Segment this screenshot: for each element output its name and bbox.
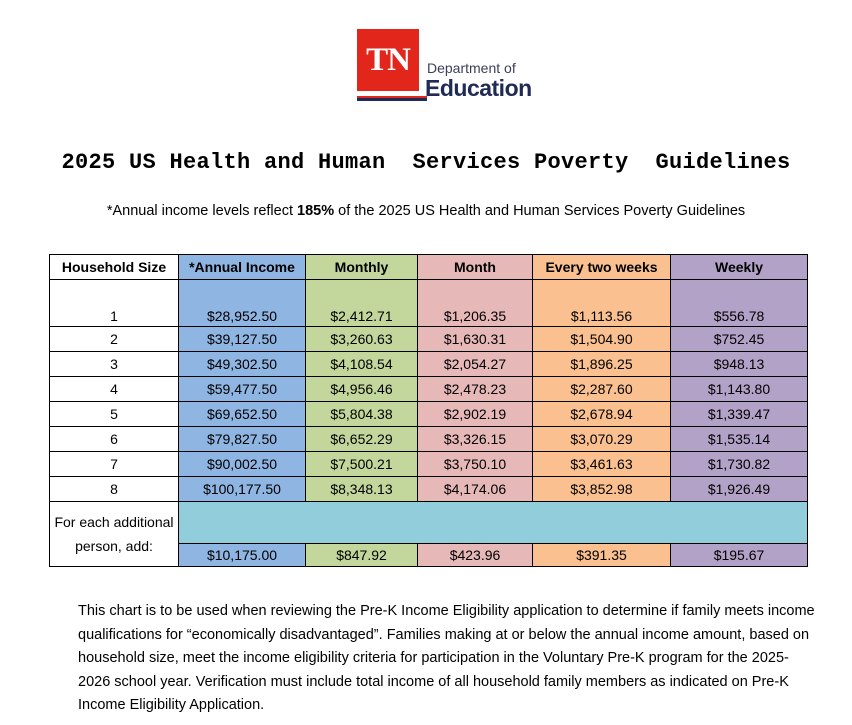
cell-weekly: $1,926.49 [670,476,808,502]
cell-household-size: 2 [49,326,179,352]
cell-weekly: $556.78 [670,279,808,327]
table-header-row: Household Size *Annual Income Monthly Mo… [49,254,808,280]
cell-month: $2,902.19 [417,401,533,427]
additional-person-values-row: $10,175.00 $847.92 $423.96 $391.35 $195.… [50,542,808,568]
cell-additional-every-two-weeks: $391.35 [532,542,671,568]
cell-weekly: $1,535.14 [670,426,808,452]
cell-every-two-weeks: $2,287.60 [532,376,671,402]
page-title: 2025 US Health and Human Services Povert… [61,150,791,175]
cell-weekly: $1,339.47 [670,401,808,427]
cell-annual-income: $59,477.50 [178,376,306,402]
subtitle-percent: 185% [297,203,335,219]
cell-every-two-weeks: $3,070.29 [532,426,671,452]
header-household-size: Household Size [49,254,179,280]
cell-every-two-weeks: $2,678.94 [532,401,671,427]
table-row: 3 $49,302.50 $4,108.54 $2,054.27 $1,896.… [49,351,808,377]
cell-household-size: 5 [49,401,179,427]
tn-logo-mark: TN [357,29,419,91]
header-monthly: Monthly [305,254,418,280]
cell-annual-income: $69,652.50 [178,401,306,427]
subtitle-prefix: *Annual income levels reflect [106,203,298,219]
cell-monthly: $2,412.71 [305,279,418,327]
cell-household-size: 7 [49,451,179,477]
cell-month: $2,054.27 [417,351,533,377]
cell-monthly: $7,500.21 [305,451,418,477]
cell-month: $3,326.15 [417,426,533,452]
table-row: 4 $59,477.50 $4,956.46 $2,478.23 $2,287.… [49,376,808,402]
cell-monthly: $3,260.63 [305,326,418,352]
cell-annual-income: $39,127.50 [178,326,306,352]
cell-household-size: 4 [49,376,179,402]
tn-education-logo: TN Department of Education [357,29,539,101]
cell-monthly: $4,956.46 [305,376,418,402]
subtitle-suffix: of the 2025 US Health and Human Services… [334,203,746,219]
cell-every-two-weeks: $3,852.98 [532,476,671,502]
cell-month: $1,206.35 [417,279,533,327]
cell-every-two-weeks: $3,461.63 [532,451,671,477]
cell-additional-month: $423.96 [417,542,533,568]
cell-household-size: 6 [49,426,179,452]
cell-weekly: $752.45 [670,326,808,352]
table-row: 2 $39,127.50 $3,260.63 $1,630.31 $1,504.… [49,326,808,352]
cell-month: $3,750.10 [417,451,533,477]
cell-additional-monthly: $847.92 [305,542,418,568]
cell-household-size: 3 [49,351,179,377]
additional-person-band-row: For each additional person, add: [49,501,808,567]
cell-every-two-weeks: $1,896.25 [532,351,671,377]
header-every-two-weeks: Every two weeks [532,254,671,280]
subtitle: *Annual income levels reflect 185% of th… [0,203,852,219]
logo-education-text: Education [425,75,532,101]
logo-rule-red [357,96,427,98]
cell-monthly: $4,108.54 [305,351,418,377]
cell-household-size: 8 [49,476,179,502]
header-annual-income: *Annual Income [178,254,306,280]
cell-month: $4,174.06 [417,476,533,502]
cell-monthly: $6,652.29 [305,426,418,452]
additional-person-band [178,501,808,544]
cell-weekly: $1,143.80 [670,376,808,402]
table-row: 7 $90,002.50 $7,500.21 $3,750.10 $3,461.… [49,451,808,477]
eligibility-explanation: This chart is to be used when reviewing … [78,603,815,713]
cell-month: $2,478.23 [417,376,533,402]
cell-annual-income: $90,002.50 [178,451,306,477]
cell-annual-income: $100,177.50 [178,476,306,502]
cell-annual-income: $28,952.50 [178,279,306,327]
cell-additional-person-label: For each additional person, add: [49,501,179,567]
income-guidelines-table: Household Size *Annual Income Monthly Mo… [49,254,808,568]
header-weekly: Weekly [670,254,808,280]
cell-every-two-weeks: $1,504.90 [532,326,671,352]
header-month: Month [417,254,533,280]
table-row: 6 $79,827.50 $6,652.29 $3,326.15 $3,070.… [49,426,808,452]
cell-household-size: 1 [49,279,179,327]
cell-additional-annual-income: $10,175.00 [178,542,306,568]
table-row: 5 $69,652.50 $5,804.38 $2,902.19 $2,678.… [49,401,808,427]
logo-department-text: Department of [427,60,516,76]
table-row: 8 $100,177.50 $8,348.13 $4,174.06 $3,852… [49,476,808,502]
cell-additional-weekly: $195.67 [670,542,808,568]
table-row: 1 $28,952.50 $2,412.71 $1,206.35 $1,113.… [49,279,808,327]
cell-annual-income: $49,302.50 [178,351,306,377]
cell-monthly: $8,348.13 [305,476,418,502]
cell-annual-income: $79,827.50 [178,426,306,452]
cell-monthly: $5,804.38 [305,401,418,427]
cell-month: $1,630.31 [417,326,533,352]
cell-weekly: $948.13 [670,351,808,377]
logo-rule-navy [357,98,427,101]
cell-weekly: $1,730.82 [670,451,808,477]
cell-every-two-weeks: $1,113.56 [532,279,671,327]
